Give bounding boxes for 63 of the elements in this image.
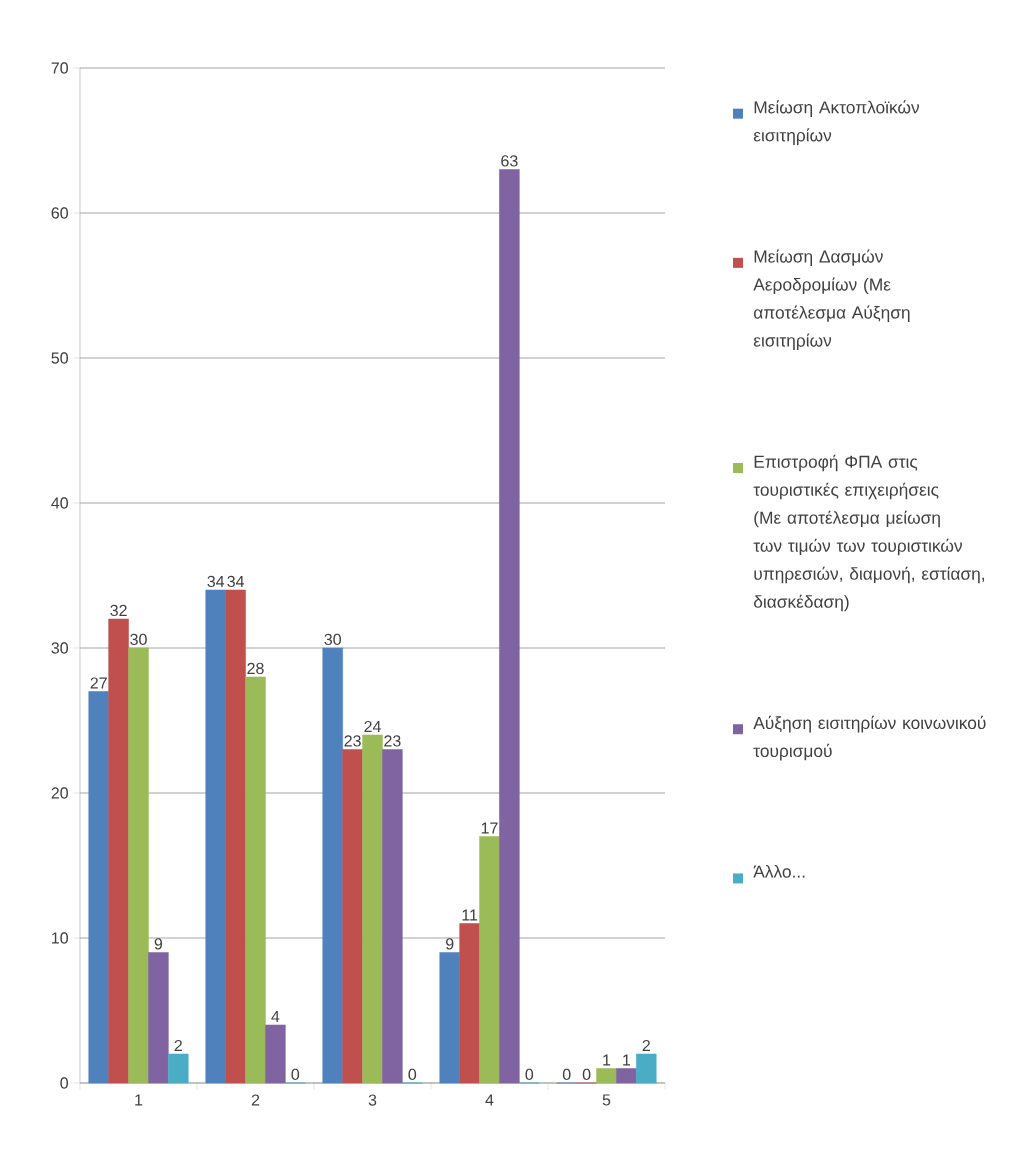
data-label: 0 — [562, 1068, 571, 1081]
bar — [382, 749, 403, 1084]
data-label: 0 — [525, 1068, 534, 1081]
y-tick-label: 40 — [51, 497, 68, 509]
data-label: 11 — [462, 909, 478, 921]
data-label: 9 — [446, 938, 454, 950]
data-label: 30 — [324, 633, 341, 646]
bar — [322, 647, 343, 1084]
data-label: 24 — [364, 720, 381, 733]
x-tick-label: 3 — [368, 1094, 377, 1106]
bar — [362, 734, 383, 1084]
bar — [205, 589, 226, 1084]
data-label: 34 — [227, 575, 245, 588]
data-label: 0 — [291, 1068, 300, 1081]
data-label: 17 — [481, 822, 498, 834]
data-label: 2 — [642, 1039, 650, 1052]
data-label: 1 — [603, 1054, 611, 1066]
data-label: 0 — [582, 1068, 591, 1081]
data-label: 9 — [154, 938, 163, 950]
bar — [596, 1068, 617, 1084]
legend-label: Άλλο... — [753, 865, 805, 878]
data-label: 23 — [344, 735, 361, 747]
data-label: 28 — [247, 662, 264, 675]
x-tick-label: 5 — [602, 1094, 611, 1106]
legend-label: Αύξηση εισιτηρίων κοινωνικού τουρισμού — [753, 715, 986, 761]
data-label: 32 — [110, 604, 127, 617]
data-label: 27 — [90, 677, 107, 689]
y-tick-label: 70 — [51, 62, 68, 74]
bar — [88, 691, 109, 1084]
x-tick-label: 4 — [485, 1094, 494, 1106]
data-label: 34 — [207, 575, 225, 588]
bar — [636, 1053, 657, 1084]
bar — [245, 676, 266, 1084]
bar — [616, 1068, 637, 1084]
bar — [459, 923, 480, 1084]
y-tick-label: 0 — [60, 1077, 68, 1089]
data-label: 2 — [174, 1039, 182, 1052]
bar — [128, 647, 149, 1084]
y-tick-label: 20 — [51, 787, 68, 799]
bar — [265, 1024, 286, 1084]
bar — [439, 952, 460, 1084]
x-tick-label: 2 — [251, 1094, 260, 1106]
y-tick-label: 10 — [52, 932, 68, 944]
data-label: 1 — [623, 1054, 631, 1066]
data-label: 63 — [501, 155, 518, 167]
data-label: 30 — [130, 633, 147, 646]
data-label: 0 — [408, 1068, 417, 1081]
bar — [108, 618, 129, 1084]
y-tick-label: 60 — [51, 207, 68, 219]
legend-label: Επιστροφή ΦΠΑ στις τουριστικές επιχειρήσεις (Με αποτέλεσμα μείωση των τιμών των τουριστικών υπηρεσιών, διαμονή, εστίαση, διασκέδαση) — [753, 454, 985, 612]
bar — [499, 169, 520, 1084]
legend-label: Μείωση Ακτοπλοϊκών εισιτηρίων — [753, 100, 920, 145]
data-label: 23 — [384, 735, 401, 747]
bar — [342, 749, 363, 1084]
bar — [225, 589, 246, 1084]
legend-label: Μείωση Δασμών Αεροδρομίων (Με αποτέλεσμα Αύξηση εισιτηρίων — [753, 249, 910, 351]
data-label: 4 — [271, 1011, 280, 1023]
bar — [148, 952, 169, 1084]
bar — [168, 1053, 189, 1084]
y-tick-label: 50 — [51, 352, 68, 364]
y-tick-label: 30 — [51, 642, 68, 654]
bar — [479, 836, 500, 1084]
x-tick-label: 1 — [135, 1094, 143, 1106]
